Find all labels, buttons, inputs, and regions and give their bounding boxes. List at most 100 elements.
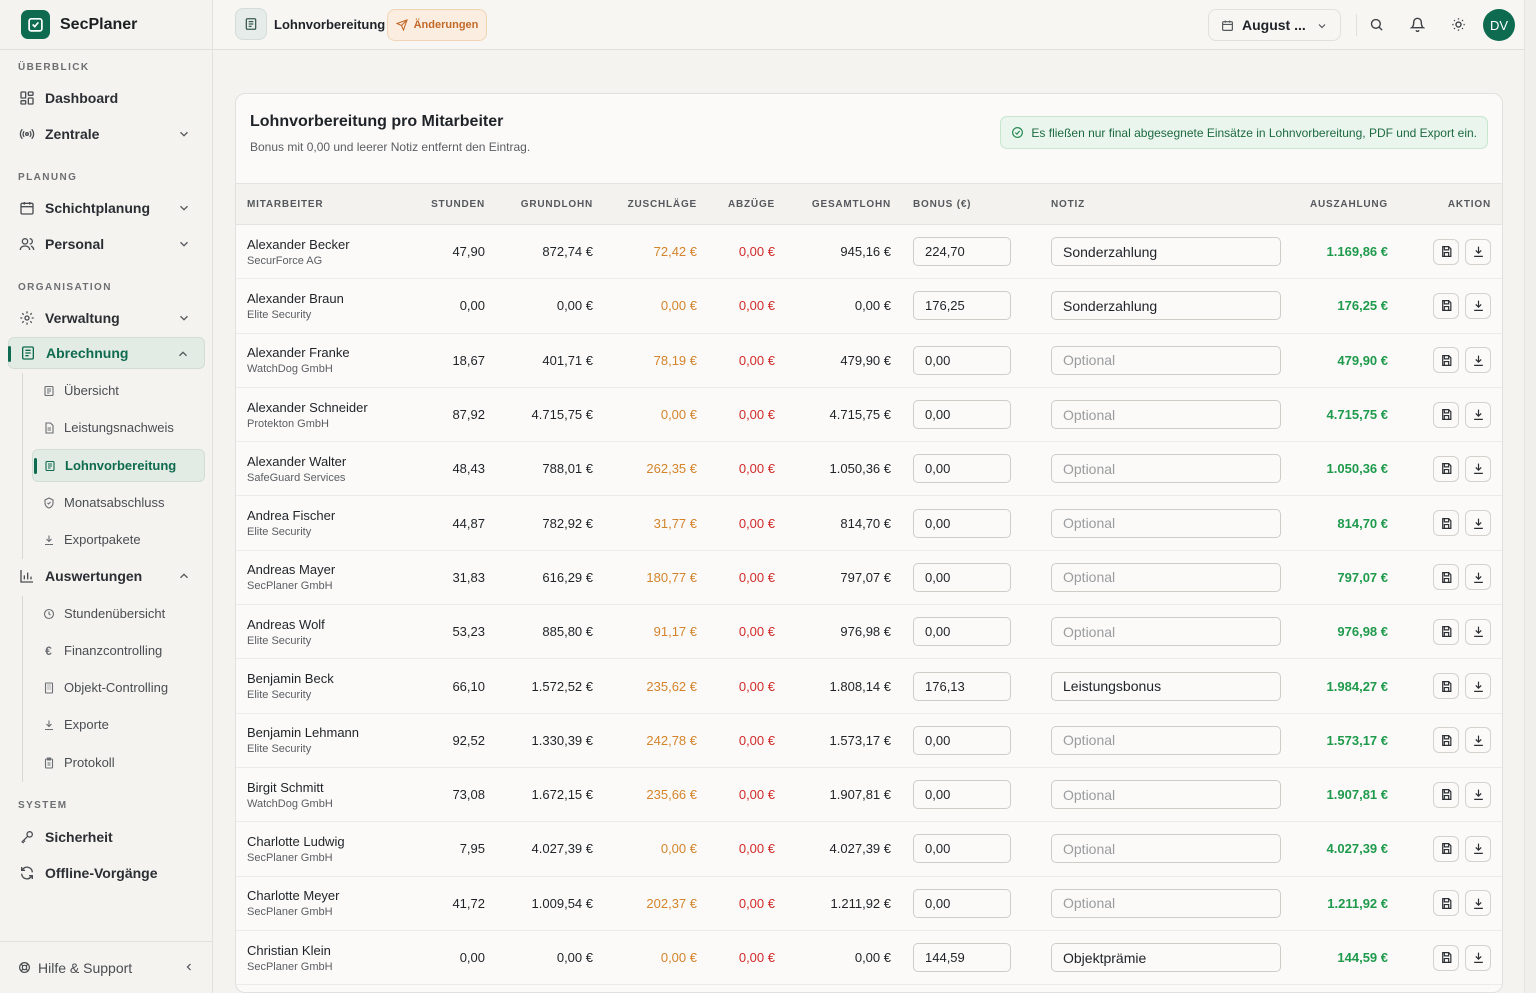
help-support-link[interactable]: Hilfe & Support [0, 941, 213, 993]
sidebar-item-verwaltung[interactable]: Verwaltung [8, 302, 205, 334]
note-input[interactable] [1051, 617, 1281, 647]
sidebar-item-sicherheit[interactable]: Sicherheit [8, 821, 205, 853]
save-button[interactable] [1433, 292, 1459, 319]
sidebar-subitem-protokoll[interactable]: Protokoll [32, 746, 205, 779]
download-button[interactable] [1465, 835, 1491, 862]
sidebar-subitem-finanzcontrolling[interactable]: € Finanzcontrolling [32, 634, 205, 667]
sidebar-subitem-stundenuebersicht[interactable]: Stundenübersicht [32, 597, 205, 630]
download-button[interactable] [1465, 292, 1491, 319]
save-button[interactable] [1433, 618, 1459, 645]
download-button[interactable] [1465, 564, 1491, 591]
save-button[interactable] [1433, 455, 1459, 482]
sun-icon[interactable] [1448, 14, 1468, 34]
download-button[interactable] [1465, 347, 1491, 374]
bonus-input[interactable] [913, 237, 1011, 267]
bonus-input[interactable] [913, 345, 1011, 375]
brand[interactable]: SecPlaner [0, 0, 212, 50]
scrollbar[interactable] [1524, 0, 1536, 993]
sidebar-subitem-exporte[interactable]: Exporte [32, 708, 205, 741]
save-button[interactable] [1433, 673, 1459, 700]
bonus-input[interactable] [913, 291, 1011, 321]
download-icon [1472, 299, 1485, 312]
save-icon [1440, 462, 1453, 475]
bonus-input[interactable] [913, 454, 1011, 484]
note-input[interactable] [1051, 345, 1281, 375]
bonus-input[interactable] [913, 725, 1011, 755]
employee-name: Alexander Becker [247, 236, 350, 252]
info-notice: Es fließen nur final abgesegnete Einsätz… [1000, 116, 1488, 149]
note-input[interactable] [1051, 508, 1281, 538]
avatar[interactable]: DV [1483, 9, 1515, 41]
download-button[interactable] [1465, 781, 1491, 808]
save-button[interactable] [1433, 347, 1459, 374]
sidebar-item-dashboard[interactable]: Dashboard [8, 82, 205, 114]
bonus-input[interactable] [913, 943, 1011, 972]
bonus-input[interactable] [913, 508, 1011, 538]
note-input[interactable] [1051, 562, 1281, 592]
sidebar-item-zentrale[interactable]: Zentrale [8, 118, 205, 150]
sidebar-subitem-uebersicht[interactable]: Übersicht [32, 374, 205, 407]
save-button[interactable] [1433, 238, 1459, 265]
chevron-left-icon[interactable] [183, 961, 195, 973]
note-input[interactable] [1051, 400, 1281, 430]
download-button[interactable] [1465, 238, 1491, 265]
save-button[interactable] [1433, 944, 1459, 971]
sidebar-item-label: Zentrale [45, 126, 100, 142]
bonus-input[interactable] [913, 400, 1011, 430]
note-input[interactable] [1051, 291, 1281, 321]
download-button[interactable] [1465, 510, 1491, 537]
sidebar-subitem-monatsabschluss[interactable]: Monatsabschluss [32, 486, 205, 519]
note-input[interactable] [1051, 454, 1281, 484]
search-icon[interactable] [1366, 14, 1386, 34]
surcharges-cell: 0,00 € [660, 950, 697, 965]
note-input[interactable] [1051, 237, 1281, 267]
download-button[interactable] [1465, 944, 1491, 971]
sidebar-item-schichtplanung[interactable]: Schichtplanung [8, 192, 205, 224]
note-input[interactable] [1051, 780, 1281, 810]
page-icon-button[interactable] [235, 8, 267, 40]
download-button[interactable] [1465, 890, 1491, 917]
sidebar-item-auswertungen[interactable]: Auswertungen [8, 560, 205, 592]
download-button[interactable] [1465, 401, 1491, 428]
save-button[interactable] [1433, 401, 1459, 428]
note-input[interactable] [1051, 671, 1281, 701]
note-input[interactable] [1051, 725, 1281, 755]
sidebar-subitem-leistungsnachweis[interactable]: Leistungsnachweis [32, 411, 205, 444]
save-button[interactable] [1433, 781, 1459, 808]
download-button[interactable] [1465, 455, 1491, 482]
bonus-input[interactable] [913, 617, 1011, 647]
sidebar-item-offline-vorgaenge[interactable]: Offline-Vorgänge [8, 857, 205, 889]
total-wage-cell: 0,00 € [854, 298, 891, 314]
sidebar-subitem-exportpakete[interactable]: Exportpakete [32, 523, 205, 556]
employee-name: Alexander Franke [247, 345, 350, 361]
download-button[interactable] [1465, 727, 1491, 754]
section-label-organisation: ORGANISATION [18, 282, 112, 293]
bonus-input[interactable] [913, 562, 1011, 592]
sidebar: SecPlaner ÜBERBLICK Dashboard Zentrale P… [0, 0, 213, 993]
save-button[interactable] [1433, 727, 1459, 754]
bonus-input[interactable] [913, 888, 1011, 918]
bonus-input[interactable] [913, 671, 1011, 701]
save-button[interactable] [1433, 564, 1459, 591]
month-select[interactable]: August ... [1208, 9, 1341, 41]
bell-icon[interactable] [1407, 14, 1427, 34]
sidebar-subitem-objekt-controlling[interactable]: Objekt-Controlling [32, 671, 205, 704]
download-button[interactable] [1465, 673, 1491, 700]
sidebar-item-personal[interactable]: Personal [8, 228, 205, 260]
col-header-payout: AUSZAHLUNG [1269, 183, 1388, 225]
save-button[interactable] [1433, 890, 1459, 917]
save-icon [1440, 680, 1453, 693]
download-button[interactable] [1465, 618, 1491, 645]
note-input[interactable] [1051, 943, 1281, 972]
sidebar-item-abrechnung[interactable]: Abrechnung [8, 337, 205, 369]
note-input[interactable] [1051, 834, 1281, 864]
bonus-input[interactable] [913, 834, 1011, 864]
sidebar-subitem-lohnvorbereitung[interactable]: Lohnvorbereitung [32, 449, 205, 482]
action-cell [1388, 713, 1502, 767]
bonus-input[interactable] [913, 780, 1011, 810]
save-button[interactable] [1433, 510, 1459, 537]
note-cell [1029, 713, 1281, 767]
changes-button[interactable]: Änderungen [387, 9, 487, 41]
save-button[interactable] [1433, 835, 1459, 862]
note-input[interactable] [1051, 888, 1281, 918]
